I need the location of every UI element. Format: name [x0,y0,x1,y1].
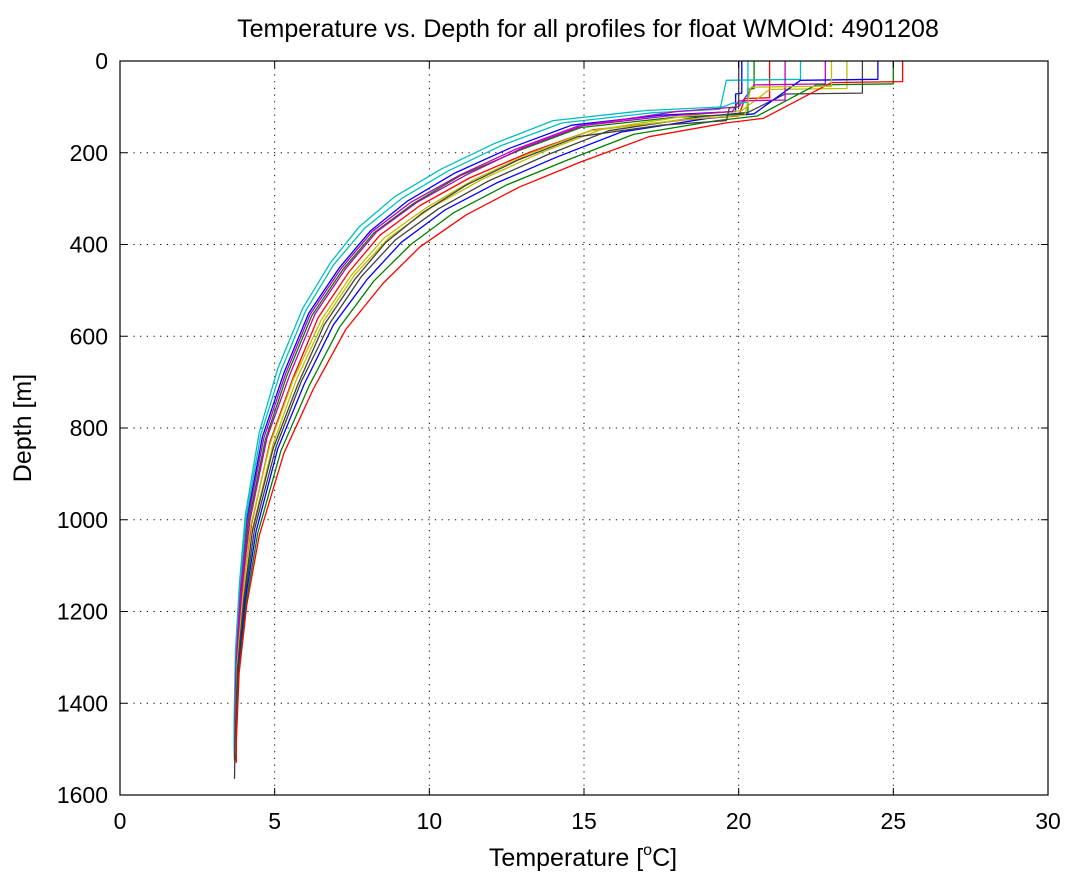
x-axis-label-text: Temperature [ [489,844,643,872]
y-axis-label: Depth [m] [9,374,37,482]
profile-line [235,61,864,756]
axis-ticks: 0 5 10 15 20 25 30 0 200 400 600 800 1000 1200 1400 160… [57,48,1061,834]
x-axis-label-unit: C] [652,844,677,872]
profile-line [234,61,848,754]
y-tick-label: 200 [70,140,108,166]
profile-line [235,61,879,759]
y-tick-label: 1000 [57,507,108,533]
x-tick-label: 5 [268,808,281,834]
x-tick-label: 0 [114,808,127,834]
profile-line [233,61,740,779]
x-tick-label: 20 [726,808,752,834]
y-tick-label: 0 [95,48,108,74]
profile-line [235,61,894,761]
profile-line [234,61,771,747]
y-tick-label: 600 [70,323,108,349]
profile-line [233,61,743,759]
x-axis-label: Temperature [oC] [489,842,677,872]
x-axis-label-degree: o [643,842,652,859]
profile-line [233,61,802,750]
y-tick-label: 1600 [57,782,108,808]
x-tick-label: 10 [417,808,443,834]
profile-line [233,61,755,761]
profile-line [235,61,904,763]
profile-line [234,61,786,753]
y-tick-label: 400 [70,232,108,258]
profile-line [234,61,826,752]
profile-line [233,61,749,750]
y-tick-label: 1400 [57,690,108,716]
chart-title: Temperature vs. Depth for all profiles f… [237,15,939,43]
grid-lines [120,61,1048,795]
profile-line [234,61,833,755]
profiles-layer [233,61,904,779]
x-tick-label: 25 [881,808,907,834]
x-tick-label: 15 [571,808,597,834]
x-tick-label: 30 [1035,808,1061,834]
y-tick-label: 800 [70,415,108,441]
y-tick-label: 1200 [57,599,108,625]
